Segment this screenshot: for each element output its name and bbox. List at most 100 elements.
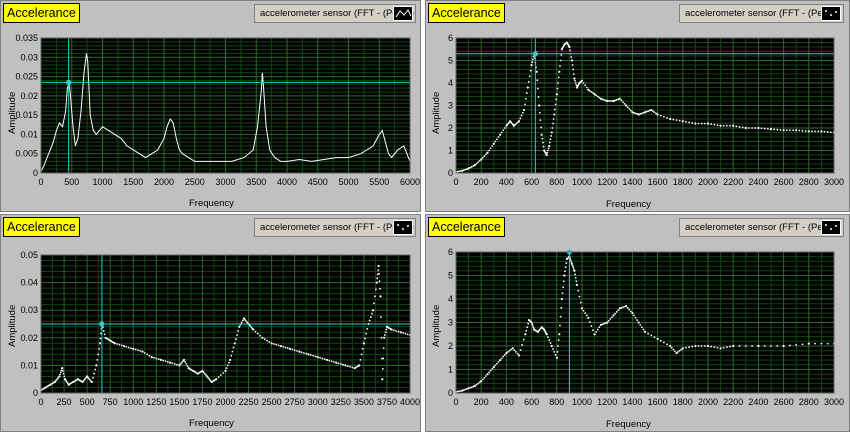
- data-point: [268, 341, 270, 343]
- data-point: [577, 290, 579, 292]
- x-tick-label: 200: [474, 177, 489, 187]
- x-tick-label: 2600: [774, 177, 794, 187]
- data-point: [539, 112, 541, 114]
- data-point: [547, 150, 549, 152]
- x-tick-label: 1800: [673, 397, 693, 407]
- data-point: [181, 362, 183, 364]
- data-point: [275, 344, 277, 346]
- data-point: [527, 323, 529, 325]
- data-point: [620, 307, 622, 309]
- data-point: [98, 348, 100, 350]
- data-point: [303, 352, 305, 354]
- data-point: [563, 280, 565, 282]
- data-point: [521, 344, 523, 346]
- data-point: [378, 273, 380, 275]
- data-point: [374, 296, 376, 298]
- data-point: [501, 357, 503, 359]
- data-point: [633, 112, 635, 114]
- data-point: [558, 71, 560, 73]
- data-point: [677, 351, 679, 353]
- data-point: [465, 169, 467, 171]
- data-point: [553, 351, 555, 353]
- data-point: [606, 321, 608, 323]
- data-point: [635, 317, 637, 319]
- data-point: [526, 92, 528, 94]
- data-point: [820, 130, 822, 132]
- data-point: [377, 269, 379, 271]
- data-point: [252, 328, 254, 330]
- data-point: [663, 116, 665, 118]
- x-tick-label: 800: [549, 397, 564, 407]
- data-point: [486, 152, 488, 154]
- x-tick-label: 1200: [597, 397, 617, 407]
- data-point: [707, 122, 709, 124]
- x-tick-label: 3500: [354, 397, 374, 407]
- data-point: [380, 316, 382, 318]
- data-point: [236, 334, 238, 336]
- data-point: [524, 103, 526, 105]
- data-point: [614, 313, 616, 315]
- data-point: [573, 73, 575, 75]
- data-point: [639, 324, 641, 326]
- data-point: [139, 350, 141, 352]
- y-tick-label: 0.04: [20, 278, 38, 288]
- x-tick-label: 0: [38, 177, 43, 187]
- data-point: [528, 81, 530, 83]
- data-point: [513, 349, 515, 351]
- data-point: [619, 98, 621, 100]
- data-point: [373, 302, 375, 304]
- y-tick-label: 4: [448, 78, 453, 88]
- data-point: [557, 351, 559, 353]
- data-point: [395, 330, 397, 332]
- data-point: [732, 125, 734, 127]
- data-point: [560, 60, 562, 62]
- data-point: [572, 64, 574, 66]
- chart-area: 0 250 500 750 1000 1250 1500 1750 2000 2250 2500 27…: [1, 215, 420, 431]
- data-point: [669, 345, 671, 347]
- data-point: [310, 354, 312, 356]
- data-point: [480, 380, 482, 382]
- data-point: [58, 375, 60, 377]
- data-point: [729, 346, 731, 348]
- data-point: [579, 296, 581, 298]
- data-point: [688, 346, 690, 348]
- data-point: [573, 77, 575, 79]
- x-tick-label: 2500: [185, 177, 205, 187]
- data-point: [570, 259, 572, 261]
- data-point: [723, 347, 725, 349]
- data-point: [261, 337, 263, 339]
- data-point: [347, 365, 349, 367]
- data-point: [717, 347, 719, 349]
- data-point: [326, 359, 328, 361]
- data-point: [482, 379, 484, 381]
- data-point: [530, 70, 532, 72]
- data-point: [158, 358, 160, 360]
- data-point: [242, 320, 244, 322]
- data-point: [647, 110, 649, 112]
- data-point: [141, 351, 143, 353]
- data-point: [682, 120, 684, 122]
- data-point: [471, 166, 473, 168]
- data-point: [555, 354, 557, 356]
- data-point: [713, 346, 715, 348]
- data-point: [698, 345, 700, 347]
- x-tick-label: 6000: [400, 177, 420, 187]
- data-point: [457, 171, 459, 173]
- data-point: [572, 265, 574, 267]
- data-point: [594, 333, 596, 335]
- data-point: [647, 333, 649, 335]
- data-point: [783, 345, 785, 347]
- data-point: [531, 323, 533, 325]
- data-point: [638, 321, 640, 323]
- data-point: [560, 307, 562, 309]
- data-point: [379, 288, 381, 290]
- data-point: [364, 338, 366, 340]
- data-point: [93, 373, 95, 375]
- data-point: [559, 65, 561, 67]
- data-point: [485, 154, 487, 156]
- y-axis-label: Amplitude: [7, 92, 18, 134]
- data-point: [333, 361, 335, 363]
- data-point: [174, 363, 176, 365]
- data-point: [483, 377, 485, 379]
- data-point: [586, 315, 588, 317]
